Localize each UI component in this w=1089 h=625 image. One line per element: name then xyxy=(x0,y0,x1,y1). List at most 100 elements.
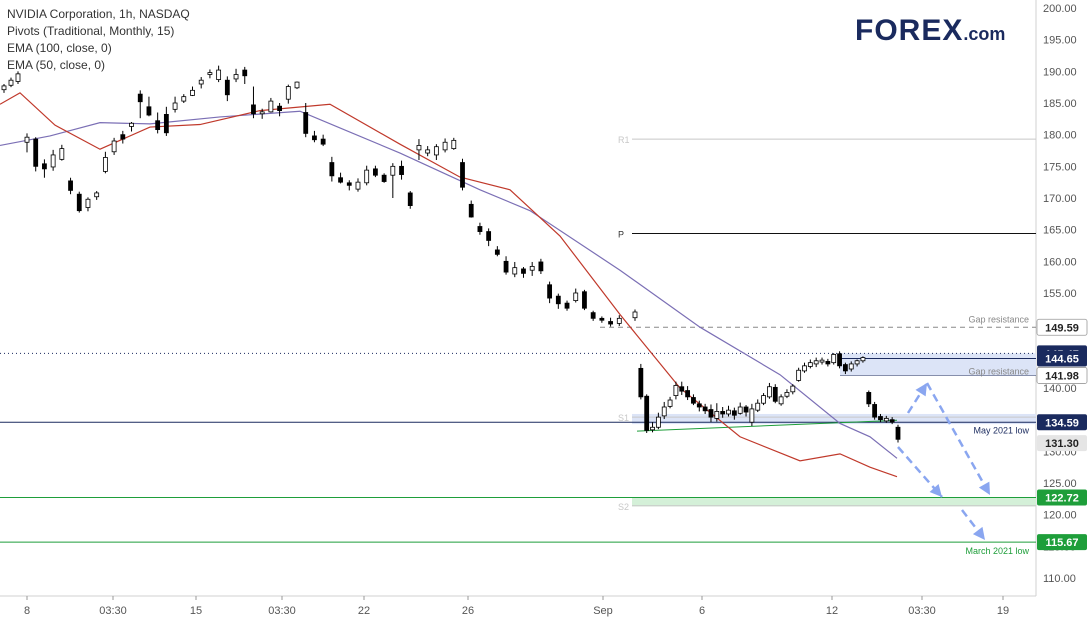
candle-body xyxy=(512,267,518,275)
arrow-up-head xyxy=(915,383,927,397)
candle-body xyxy=(102,157,108,172)
candle-body xyxy=(303,112,309,134)
candle-body xyxy=(346,182,352,186)
candle-body xyxy=(538,261,544,272)
arrow-down-2-head xyxy=(929,484,942,497)
candle-body xyxy=(251,104,256,115)
price-tag-label: 131.30 xyxy=(1045,438,1079,450)
candle-body xyxy=(120,134,126,140)
candle-body xyxy=(708,409,714,418)
candles xyxy=(1,65,901,443)
candle-body xyxy=(521,268,526,274)
candle-body xyxy=(802,365,807,372)
y-tick-label: 140.00 xyxy=(1043,383,1077,395)
legend-ema50: EMA (50, close, 0) xyxy=(7,58,106,72)
candle-body xyxy=(277,105,282,111)
y-tick-label: 165.00 xyxy=(1043,225,1077,237)
candle-body xyxy=(94,192,100,198)
chart-legend: NVIDIA Corporation, 1h, NASDAQ Pivots (T… xyxy=(7,6,190,74)
x-tick-label: 6 xyxy=(699,605,705,617)
candle-body xyxy=(42,163,47,170)
candle-body xyxy=(242,69,248,77)
price-axis[interactable]: 200.00 195.00 190.00 185.00 180.00 175.00 170.… xyxy=(1036,3,1088,585)
candle-body xyxy=(285,86,291,100)
candle-body xyxy=(111,140,117,153)
candle-body xyxy=(714,411,720,419)
price-tag-label: 122.72 xyxy=(1045,492,1079,504)
candle-body xyxy=(778,396,784,405)
candle-body xyxy=(190,89,195,96)
x-tick-label: Sep xyxy=(593,605,613,617)
candle-body xyxy=(691,397,696,404)
candle-body xyxy=(68,180,73,191)
price-tag xyxy=(1037,414,1087,431)
arrow-down-1 xyxy=(925,382,992,496)
price-tag-label: 141.98 xyxy=(1045,370,1079,382)
candle-body xyxy=(837,353,842,367)
y-tick-label: 155.00 xyxy=(1043,288,1077,300)
candle-body xyxy=(207,72,213,75)
level-label: May 2021 low xyxy=(973,425,1029,435)
level-label: March 2021 low xyxy=(965,546,1029,556)
candle-body xyxy=(373,168,378,176)
candle-body xyxy=(807,362,813,367)
x-tick-label: 26 xyxy=(462,605,474,617)
y-tick-label: 190.00 xyxy=(1043,66,1077,78)
candle-body xyxy=(667,399,673,407)
candle-body xyxy=(355,181,361,190)
logo-suffix: .com xyxy=(963,24,1006,44)
y-tick-label: 175.00 xyxy=(1043,161,1077,173)
candle-body xyxy=(76,193,82,212)
candle-body xyxy=(8,79,14,86)
candle-body xyxy=(155,120,161,130)
price-tag-label: 115.67 xyxy=(1045,537,1078,549)
candle-body xyxy=(163,114,169,134)
candle-body xyxy=(268,100,274,113)
candle-body xyxy=(50,154,56,168)
candle-body xyxy=(59,148,65,160)
candle-body xyxy=(831,354,837,364)
candle-body xyxy=(720,411,726,415)
candle-body xyxy=(1,85,7,91)
x-tick-label: 03:30 xyxy=(908,605,936,617)
candle-body xyxy=(364,169,370,184)
candle-body xyxy=(767,386,772,398)
x-tick-label: 8 xyxy=(24,605,30,617)
candle-body xyxy=(883,417,889,422)
candle-body xyxy=(425,149,431,154)
y-tick-label: 125.00 xyxy=(1043,478,1077,490)
candle-body xyxy=(224,79,230,96)
candle-body xyxy=(772,386,778,402)
time-axis[interactable]: 8 03:30 15 03:30 22 26 Sep 6 12 03:30 19 xyxy=(24,596,1009,617)
candle-body xyxy=(819,359,825,363)
candle-body xyxy=(294,81,300,89)
price-tag xyxy=(1037,489,1087,506)
pivot-label-s2: S2 xyxy=(618,502,629,512)
candle-body xyxy=(737,406,743,414)
candle-body xyxy=(338,177,343,183)
arrow-down-3-head xyxy=(972,526,985,540)
legend-symbol: NVIDIA Corporation, 1h, NASDAQ xyxy=(7,7,190,21)
candle-body xyxy=(320,138,326,145)
candle-body xyxy=(555,295,561,305)
s2-zone xyxy=(632,497,1036,507)
candle-body xyxy=(673,385,679,397)
candle-body xyxy=(33,138,39,167)
candle-body xyxy=(407,192,413,207)
candle-body xyxy=(616,317,622,324)
pivot-label-r1: R1 xyxy=(618,135,630,145)
projection-arrows xyxy=(897,382,992,541)
legend-ema100: EMA (100, close, 0) xyxy=(7,41,112,55)
level-label: Gap resistance xyxy=(968,367,1029,377)
candle-body xyxy=(696,403,702,408)
candle-body xyxy=(442,141,448,151)
candle-body xyxy=(843,364,848,372)
chart-levels: R1 P S1 S2 Gap resistance Gap resistance May 2… xyxy=(0,135,1036,556)
candle-body xyxy=(644,395,650,431)
candle-body xyxy=(825,360,831,365)
chart-grid xyxy=(0,0,1037,597)
candle-body xyxy=(329,162,335,177)
candle-body xyxy=(685,390,690,398)
candle-body xyxy=(848,363,854,370)
